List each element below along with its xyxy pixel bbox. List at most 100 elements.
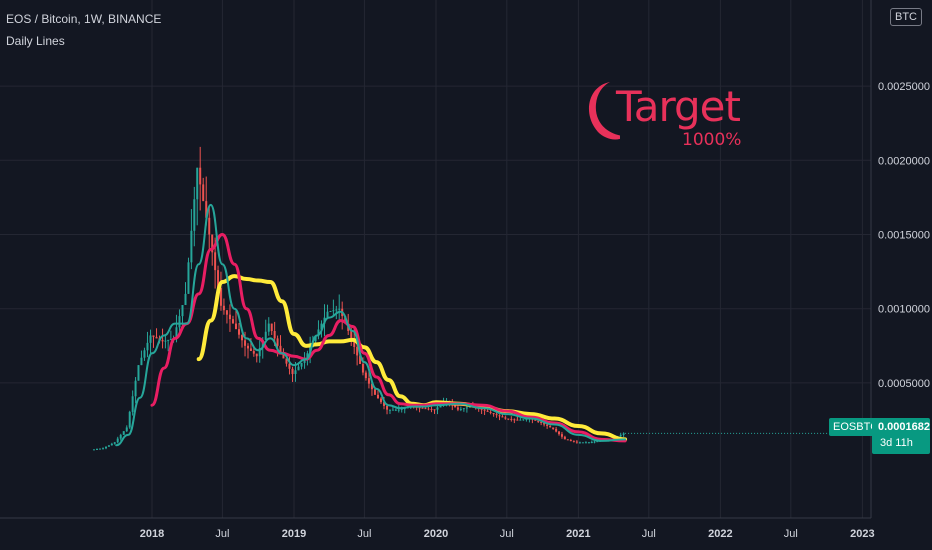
chart-legend-title[interactable]: EOS / Bitcoin, 1W, BINANCE — [6, 12, 162, 26]
price-candle-body — [534, 419, 537, 421]
price-candle-body — [516, 419, 519, 421]
price-candle-body — [400, 408, 403, 410]
price-candle-body — [540, 421, 543, 424]
chart-legend-indicator[interactable]: Daily Lines — [6, 34, 65, 48]
price-candle-body — [560, 434, 563, 437]
price-candle-body — [483, 409, 486, 411]
y-tick-label: 0.0005000 — [878, 378, 930, 390]
price-candle-body — [288, 363, 291, 369]
price-candle-body — [161, 339, 164, 342]
x-tick-label: 2020 — [424, 528, 448, 540]
price-candle-body — [332, 310, 335, 312]
chart-grid — [0, 0, 871, 518]
price-candle-body — [421, 407, 424, 409]
price-candle-body — [555, 428, 558, 432]
price-candle-body — [361, 364, 364, 373]
price-candle-body — [205, 201, 208, 218]
logo-word: Target — [616, 82, 741, 131]
price-candle-body — [558, 431, 561, 435]
x-tick-label: Jul — [215, 528, 229, 540]
price-candle-body — [572, 440, 575, 442]
price-candle-body — [193, 199, 196, 231]
price-candle-body — [619, 434, 622, 437]
price-candle-body — [430, 408, 433, 410]
price-candle-body — [587, 442, 590, 444]
price-candle-body — [92, 449, 95, 451]
price-candle-body — [486, 410, 489, 412]
price-candle-body — [122, 431, 125, 435]
price-candle-body — [501, 416, 504, 418]
price-candle-body — [350, 330, 353, 339]
target-logo: Target 1000% — [580, 76, 750, 166]
y-tick-label: 0.0025000 — [878, 81, 930, 93]
price-candle-body — [424, 408, 427, 410]
price-candle-body — [241, 334, 244, 341]
price-candle-body — [175, 327, 178, 339]
price-candle-body — [211, 234, 214, 253]
price-candle-body — [569, 440, 572, 442]
price-candle-body — [353, 338, 356, 347]
price-candle-body — [596, 441, 599, 443]
price-candle-body — [317, 329, 320, 336]
price-candle-body — [480, 408, 483, 410]
price-candle-body — [99, 448, 102, 450]
price-candle-body — [258, 348, 261, 357]
price-candle-body — [546, 424, 549, 426]
price-candle-body — [267, 323, 270, 332]
price-candle-body — [102, 448, 105, 450]
price-candle-body — [222, 305, 225, 311]
price-candle-body — [110, 443, 113, 446]
price-candle-body — [590, 441, 593, 443]
price-candle-body — [326, 311, 329, 318]
price-candle-body — [228, 314, 231, 320]
price-candle-body — [462, 408, 465, 410]
price-candle-body — [593, 441, 596, 443]
price-candle-body — [196, 167, 199, 200]
price-candle-body — [306, 353, 309, 360]
price-candle-body — [552, 427, 555, 429]
price-candle-body — [563, 436, 566, 440]
logo-percent: 1000% — [682, 130, 742, 150]
x-tick-label: 2021 — [566, 528, 590, 540]
price-candle-body — [300, 362, 303, 367]
price-candle-body — [522, 419, 525, 421]
currency-label[interactable]: BTC — [890, 8, 922, 26]
price-candle-body — [314, 335, 317, 342]
x-tick-label: 2018 — [140, 528, 164, 540]
price-candle-body — [427, 408, 430, 410]
price-candle-body — [297, 366, 300, 371]
price-candle-body — [581, 442, 584, 444]
price-candle-body — [255, 353, 258, 357]
price-candle-body — [294, 370, 297, 375]
x-tick-label: Jul — [642, 528, 656, 540]
price-candle-body — [364, 372, 367, 379]
price-candle-body — [164, 340, 167, 342]
price-candle-body — [202, 184, 205, 202]
price-candle-body — [152, 335, 155, 337]
price-candle-body — [184, 293, 187, 306]
price-candle-body — [131, 396, 134, 412]
price-candle-body — [137, 365, 140, 381]
price-candle-body — [279, 345, 282, 354]
price-candle-body — [439, 405, 442, 408]
price-candle-body — [537, 420, 540, 422]
price-candle-body — [95, 448, 98, 450]
price-candle-body — [282, 353, 285, 359]
price-candle-body — [246, 345, 249, 349]
price-candle-body — [388, 409, 391, 411]
price-candle-body — [167, 339, 170, 341]
price-candle-body — [134, 380, 137, 397]
price-candle-body — [149, 335, 152, 343]
price-candle-body — [190, 230, 193, 263]
price-candle-body — [468, 406, 471, 408]
price-candle-body — [456, 407, 459, 410]
price-candle-body — [433, 409, 436, 411]
price-candle-body — [199, 167, 202, 185]
x-tick-label: 2019 — [282, 528, 306, 540]
price-candle-body — [335, 309, 338, 311]
price-candle-body — [507, 418, 510, 420]
price-candle-body — [622, 433, 625, 435]
price-candle-body — [459, 408, 462, 410]
price-candle-body — [178, 316, 181, 328]
